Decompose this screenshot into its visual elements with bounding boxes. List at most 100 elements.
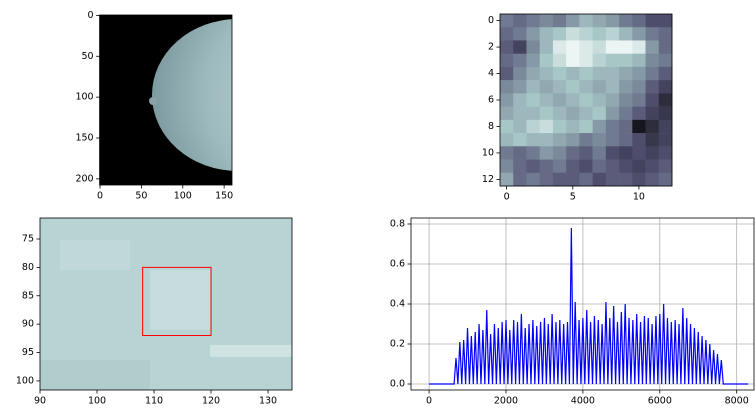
x-tick-label: 6000 bbox=[648, 396, 672, 407]
heatmap-cell bbox=[619, 159, 633, 174]
heatmap-cell bbox=[513, 80, 527, 94]
heatmap-cell bbox=[605, 80, 620, 94]
heatmap-cell bbox=[500, 93, 514, 107]
mammogram-image bbox=[100, 15, 232, 185]
heatmap-cell bbox=[539, 106, 554, 121]
heatmap-cell bbox=[500, 106, 514, 121]
y-tick-label: 0.4 bbox=[390, 299, 405, 310]
y-tick-label: 95 bbox=[22, 347, 34, 358]
heatmap-cell bbox=[513, 172, 527, 187]
data-line bbox=[429, 227, 749, 385]
heatmap-cell bbox=[579, 106, 593, 121]
heatmap-cell bbox=[632, 27, 646, 41]
heatmap-cell bbox=[513, 14, 527, 28]
heatmap-cell bbox=[513, 146, 527, 160]
heatmap-cell bbox=[645, 159, 660, 174]
heatmap-cell bbox=[513, 40, 527, 54]
heatmap-cell bbox=[566, 53, 580, 68]
heatmap-cell bbox=[500, 14, 514, 28]
heatmap-cell bbox=[552, 172, 567, 187]
heatmap-cell bbox=[619, 106, 633, 121]
y-tick-label: 0.0 bbox=[390, 379, 405, 390]
heatmap-cell bbox=[632, 80, 646, 94]
heatmap-cell bbox=[566, 172, 580, 187]
heatmap-cell bbox=[566, 27, 580, 41]
heatmap-cell bbox=[500, 40, 514, 54]
heatmap-cell bbox=[645, 14, 660, 28]
heatmap-cell bbox=[579, 80, 593, 94]
heatmap-cell bbox=[592, 27, 607, 41]
y-tick-label: 0.6 bbox=[390, 259, 405, 270]
x-tick-label: 5 bbox=[570, 192, 576, 203]
heatmap-cell bbox=[539, 14, 554, 28]
heatmap-cell bbox=[619, 40, 633, 54]
heatmap-cell bbox=[605, 40, 620, 54]
heatmap-cell bbox=[539, 93, 554, 107]
heatmap-cell bbox=[632, 14, 646, 28]
heatmap-cell bbox=[632, 40, 646, 54]
heatmap-cell bbox=[592, 66, 607, 81]
heatmap-cell bbox=[592, 133, 607, 147]
heatmap-cell bbox=[592, 106, 607, 121]
heatmap-cell bbox=[645, 80, 660, 94]
heatmap-cell bbox=[579, 14, 593, 28]
heatmap-cell bbox=[539, 53, 554, 68]
x-tick-label: 8000 bbox=[725, 396, 749, 407]
heatmap-cell bbox=[552, 40, 567, 54]
heatmap-cell bbox=[579, 146, 593, 160]
heatmap-cell bbox=[552, 93, 567, 107]
heatmap-cell bbox=[566, 14, 580, 28]
heatmap-cell bbox=[500, 172, 514, 187]
heatmap-cell bbox=[539, 66, 554, 81]
heatmap-cell bbox=[579, 66, 593, 81]
heatmap-cell bbox=[605, 66, 620, 81]
heatmap-cell bbox=[592, 119, 607, 134]
heatmap-cell bbox=[592, 80, 607, 94]
heatmap-cell bbox=[539, 159, 554, 174]
heatmap-cell bbox=[500, 119, 514, 134]
y-tick-label: 90 bbox=[22, 319, 34, 330]
x-tick-label: 150 bbox=[215, 191, 233, 202]
heatmap-cell bbox=[605, 159, 620, 174]
heatmap-cell bbox=[619, 53, 633, 68]
axes-frame bbox=[99, 14, 233, 186]
y-tick-label: 2 bbox=[488, 42, 494, 53]
axes-frame bbox=[39, 217, 293, 391]
heatmap-cell bbox=[579, 27, 593, 41]
heatmap-cell bbox=[526, 159, 540, 174]
heatmap-cell bbox=[632, 106, 646, 121]
heatmap-cell bbox=[526, 40, 540, 54]
heatmap-cell bbox=[592, 159, 607, 174]
y-tick-label: 0.2 bbox=[390, 339, 405, 350]
y-tick-label: 8 bbox=[488, 121, 494, 132]
heatmap-cell bbox=[619, 80, 633, 94]
x-tick-label: 90 bbox=[34, 396, 46, 407]
x-tick-label: 100 bbox=[174, 191, 192, 202]
heatmap-cell bbox=[619, 14, 633, 28]
zoomed-image bbox=[40, 218, 292, 390]
heatmap-cell bbox=[658, 40, 673, 54]
y-tick-label: 100 bbox=[16, 375, 34, 386]
heatmap-cell bbox=[632, 66, 646, 81]
heatmap-cell bbox=[605, 93, 620, 107]
y-tick-label: 0.8 bbox=[390, 219, 405, 230]
heatmap-cell bbox=[579, 119, 593, 134]
heatmap-cell bbox=[566, 146, 580, 160]
heatmap-cell bbox=[552, 106, 567, 121]
heatmap-cell bbox=[526, 133, 540, 147]
y-tick-label: 4 bbox=[488, 68, 494, 79]
heatmap-cell bbox=[526, 14, 540, 28]
heatmap-cell bbox=[513, 133, 527, 147]
heatmap-cell bbox=[500, 133, 514, 147]
heatmap-cell bbox=[539, 146, 554, 160]
heatmap-cell bbox=[566, 93, 580, 107]
y-tick-label: 150 bbox=[75, 133, 93, 144]
heatmap-cell bbox=[645, 40, 660, 54]
heatmap-cell bbox=[526, 80, 540, 94]
heatmap-cell bbox=[658, 133, 673, 147]
heatmap-cell bbox=[605, 133, 620, 147]
heatmap-cell bbox=[526, 172, 540, 187]
heatmap-cell bbox=[566, 119, 580, 134]
heatmap-cell bbox=[592, 53, 607, 68]
